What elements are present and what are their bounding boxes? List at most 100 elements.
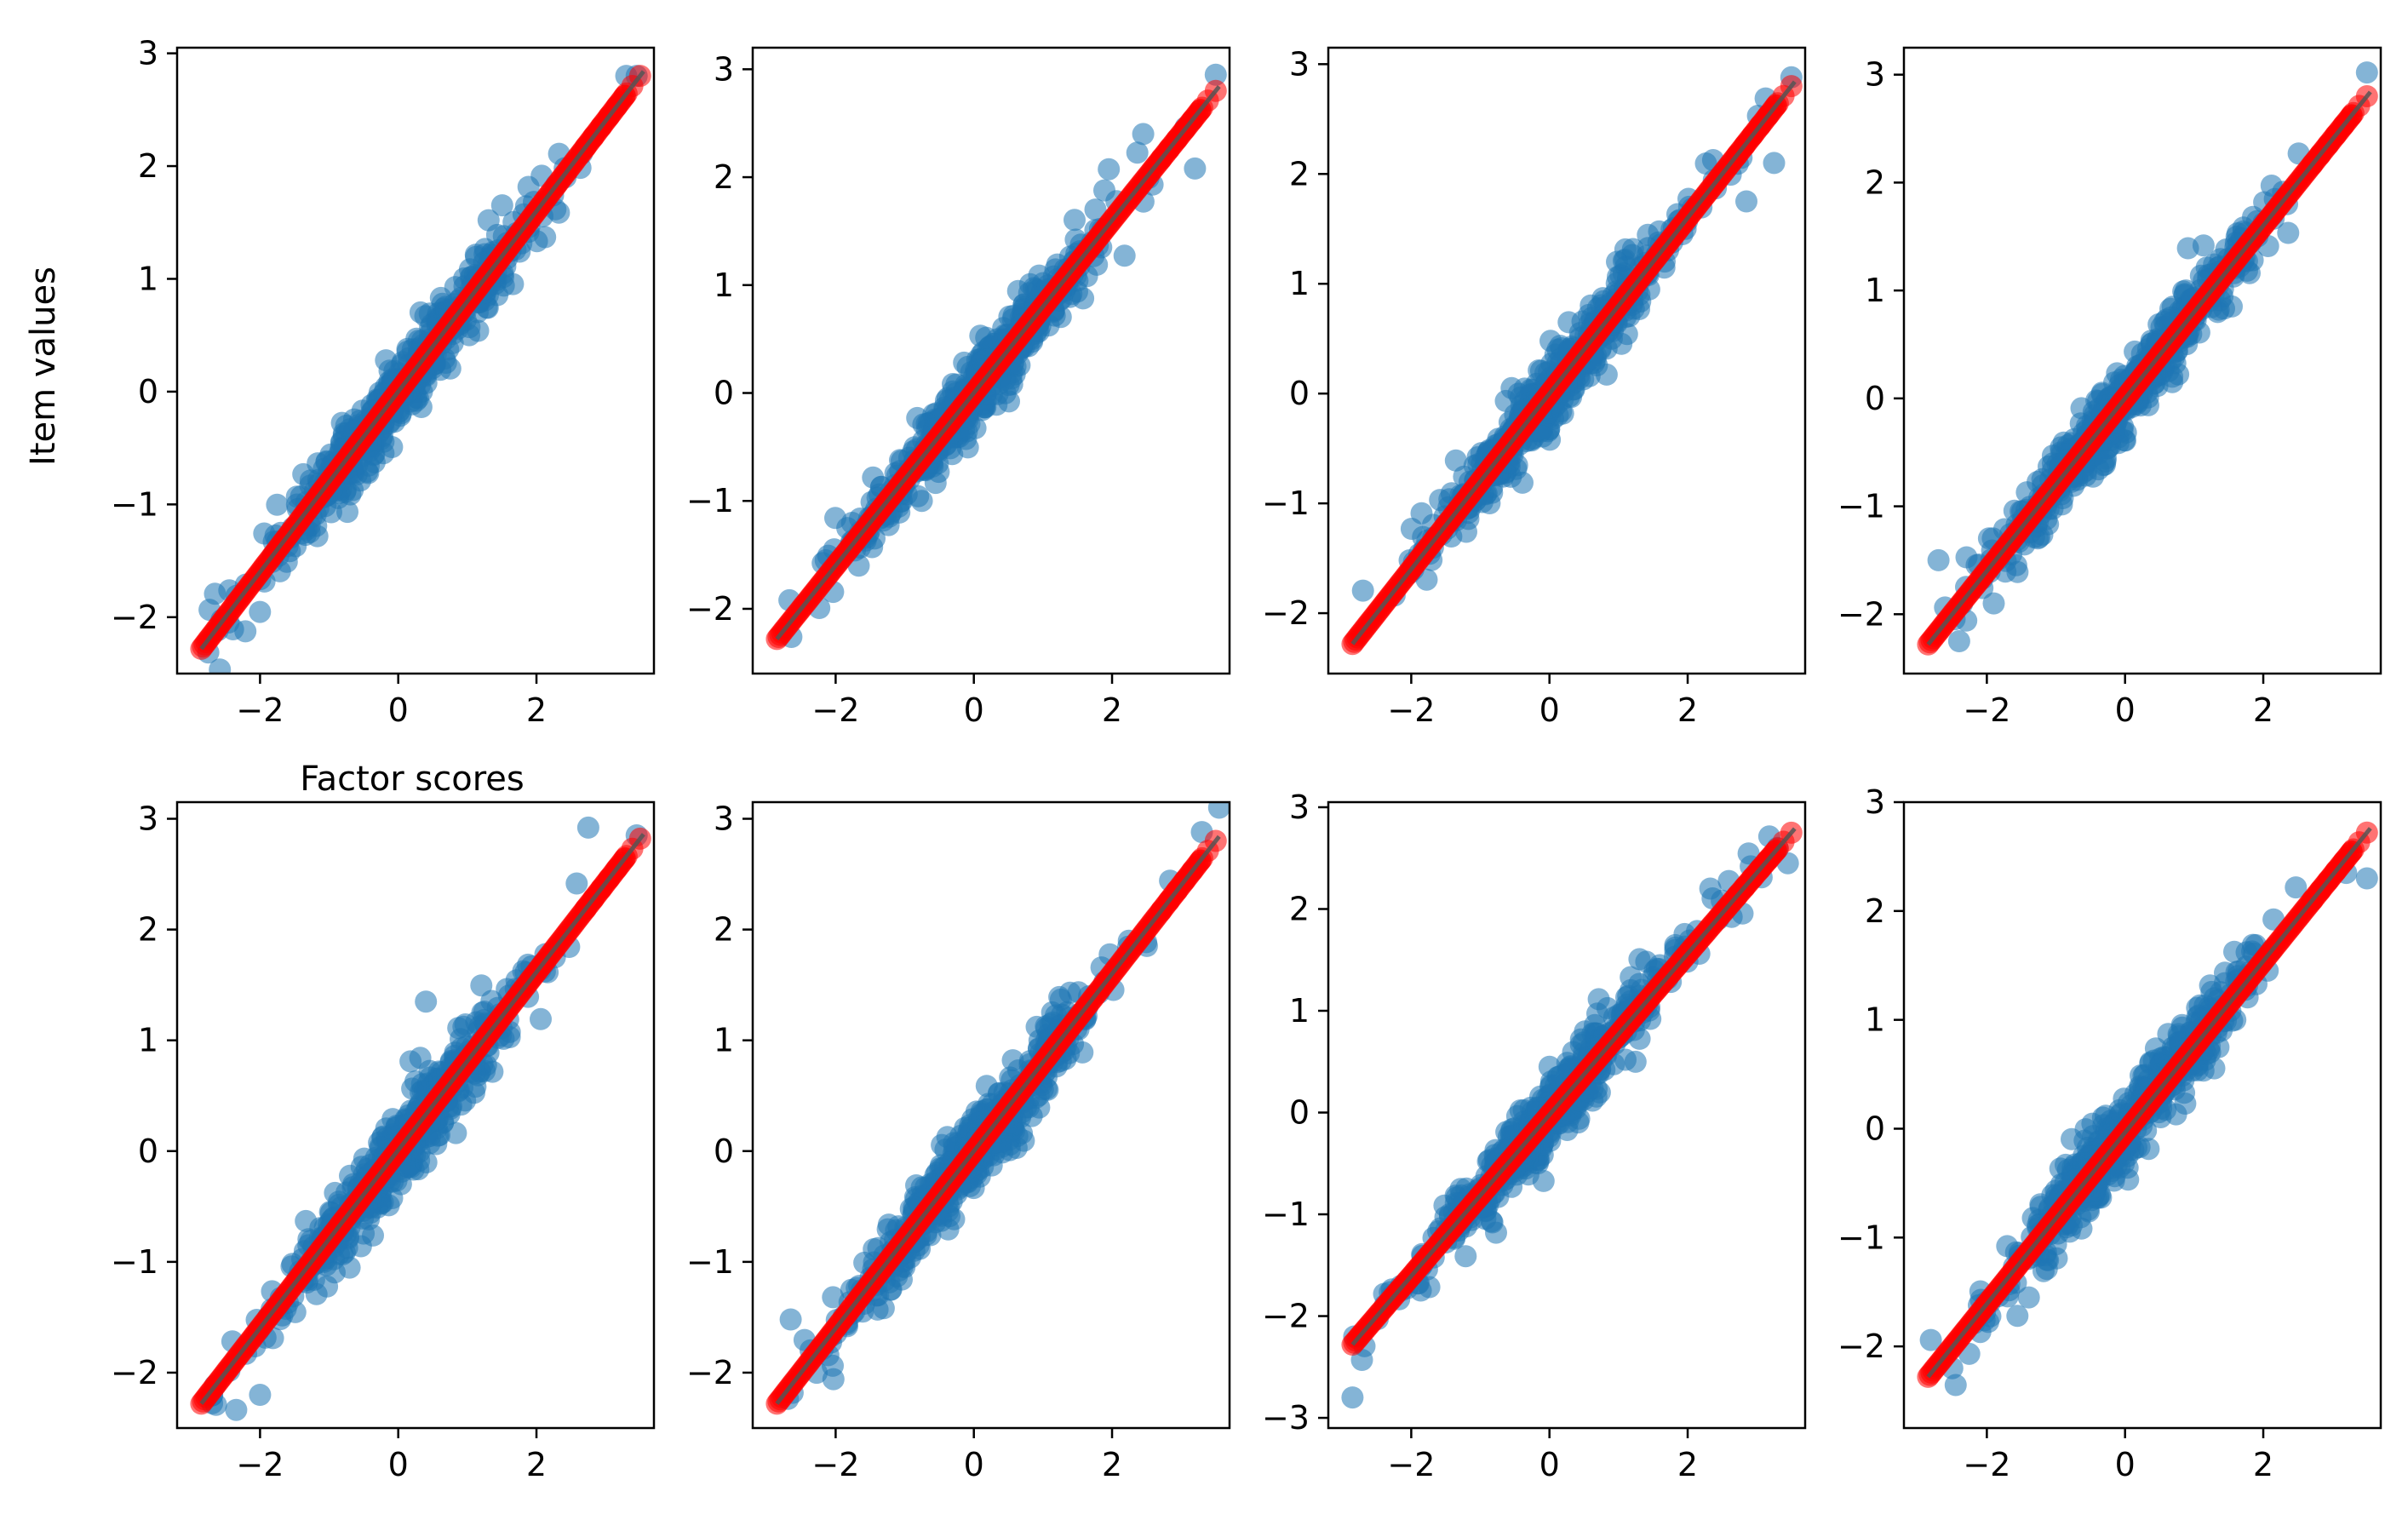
x-tick-label: 2 [2253, 691, 2273, 729]
y-tick-label: −2 [1838, 595, 1885, 633]
data-point [425, 1133, 448, 1156]
axes-frame [175, 46, 656, 675]
x-tick-label: −2 [1387, 691, 1435, 729]
data-point [2090, 381, 2113, 404]
outlier-point [1184, 157, 1207, 180]
y-tick-label: 0 [1865, 380, 1885, 417]
regression-line [199, 70, 645, 651]
plot-area [765, 63, 1227, 651]
y-tick-label: −2 [111, 1354, 158, 1391]
data-point [2006, 560, 2029, 583]
data-point [517, 175, 540, 198]
data-point [2082, 465, 2105, 488]
y-tick-label: 3 [1865, 56, 1885, 94]
data-point [2124, 340, 2147, 363]
data-point [1000, 373, 1023, 396]
outlier-point [576, 816, 599, 839]
y-tick-label: −2 [686, 590, 734, 628]
y-tick-label: 1 [714, 1022, 734, 1059]
y-tick-label: 2 [1289, 155, 1310, 192]
x-tick-label: 0 [1539, 691, 1560, 729]
data-point [530, 1007, 552, 1030]
data-point [1064, 209, 1086, 232]
y-tick-label: 2 [714, 911, 734, 949]
data-point [822, 1354, 844, 1377]
data-point [1126, 141, 1149, 164]
y-tick-label: 3 [714, 50, 734, 88]
axes-frame [175, 800, 656, 1430]
x-axis-label: Factor scores [300, 760, 524, 799]
y-axis-label: Item values [24, 267, 63, 466]
data-point [2161, 370, 2184, 393]
outlier-point [779, 1308, 802, 1331]
plot-area [1917, 61, 2378, 656]
data-point [452, 1015, 475, 1038]
data-point [444, 1121, 467, 1144]
data-point [467, 319, 490, 342]
outlier-point [1763, 152, 1786, 175]
data-point [956, 436, 979, 459]
y-tick-label: −2 [111, 599, 158, 636]
data-point [1621, 238, 1644, 261]
outlier-point [1927, 548, 1950, 571]
data-point [418, 302, 441, 325]
x-tick-label: 0 [388, 691, 409, 729]
data-point [409, 1047, 432, 1070]
data-point [2176, 237, 2199, 260]
outlier-point [1132, 123, 1155, 146]
y-tick-label: 1 [1289, 265, 1310, 302]
y-tick-label: 1 [1865, 272, 1885, 309]
regression-line [775, 835, 1221, 1405]
data-point [481, 1060, 504, 1083]
data-point [1444, 449, 1467, 472]
y-tick-label: 2 [714, 158, 734, 196]
y-tick-label: 1 [714, 267, 734, 304]
data-point [1025, 1015, 1048, 1038]
x-tick-label: 0 [964, 1446, 984, 1483]
data-point [454, 1089, 477, 1112]
y-tick-label: 3 [714, 800, 734, 838]
axes-frame [1902, 46, 2382, 675]
outlier-point [1735, 190, 1757, 213]
y-tick-label: −1 [686, 482, 734, 519]
y-tick-label: −1 [686, 1243, 734, 1281]
data-point [1113, 244, 1136, 267]
data-point [209, 658, 232, 674]
regression-line [775, 85, 1221, 640]
y-tick-label: 0 [138, 373, 158, 410]
data-point [356, 460, 379, 483]
axes-frame [751, 800, 1231, 1430]
y-tick-label: 0 [1289, 375, 1310, 412]
outlier-point [2355, 61, 2378, 84]
x-tick-label: −2 [811, 691, 859, 729]
regression-line [1926, 90, 2372, 646]
outlier-point [1947, 630, 1970, 652]
plot-area [190, 65, 651, 674]
data-point [477, 209, 500, 232]
data-point [877, 1213, 900, 1236]
x-tick-label: 0 [2115, 691, 2136, 729]
outlier-point [1982, 592, 2005, 615]
data-point [1351, 579, 1374, 602]
data-point [225, 1398, 248, 1421]
x-tick-label: 2 [1102, 691, 1122, 729]
data-point [415, 1151, 438, 1173]
y-tick-label: 1 [138, 260, 158, 297]
x-tick-label: −2 [236, 1446, 284, 1483]
x-tick-label: 2 [526, 1446, 547, 1483]
regression-line [199, 833, 645, 1405]
plot-area [190, 816, 651, 1421]
data-point [324, 1181, 347, 1204]
data-point [292, 462, 315, 485]
data-point [249, 600, 272, 623]
data-point [565, 872, 588, 895]
y-tick-label: 0 [138, 1133, 158, 1170]
axes-frame [1327, 46, 1807, 675]
y-tick-label: 0 [714, 375, 734, 412]
data-point [906, 406, 929, 429]
data-point [470, 974, 493, 997]
